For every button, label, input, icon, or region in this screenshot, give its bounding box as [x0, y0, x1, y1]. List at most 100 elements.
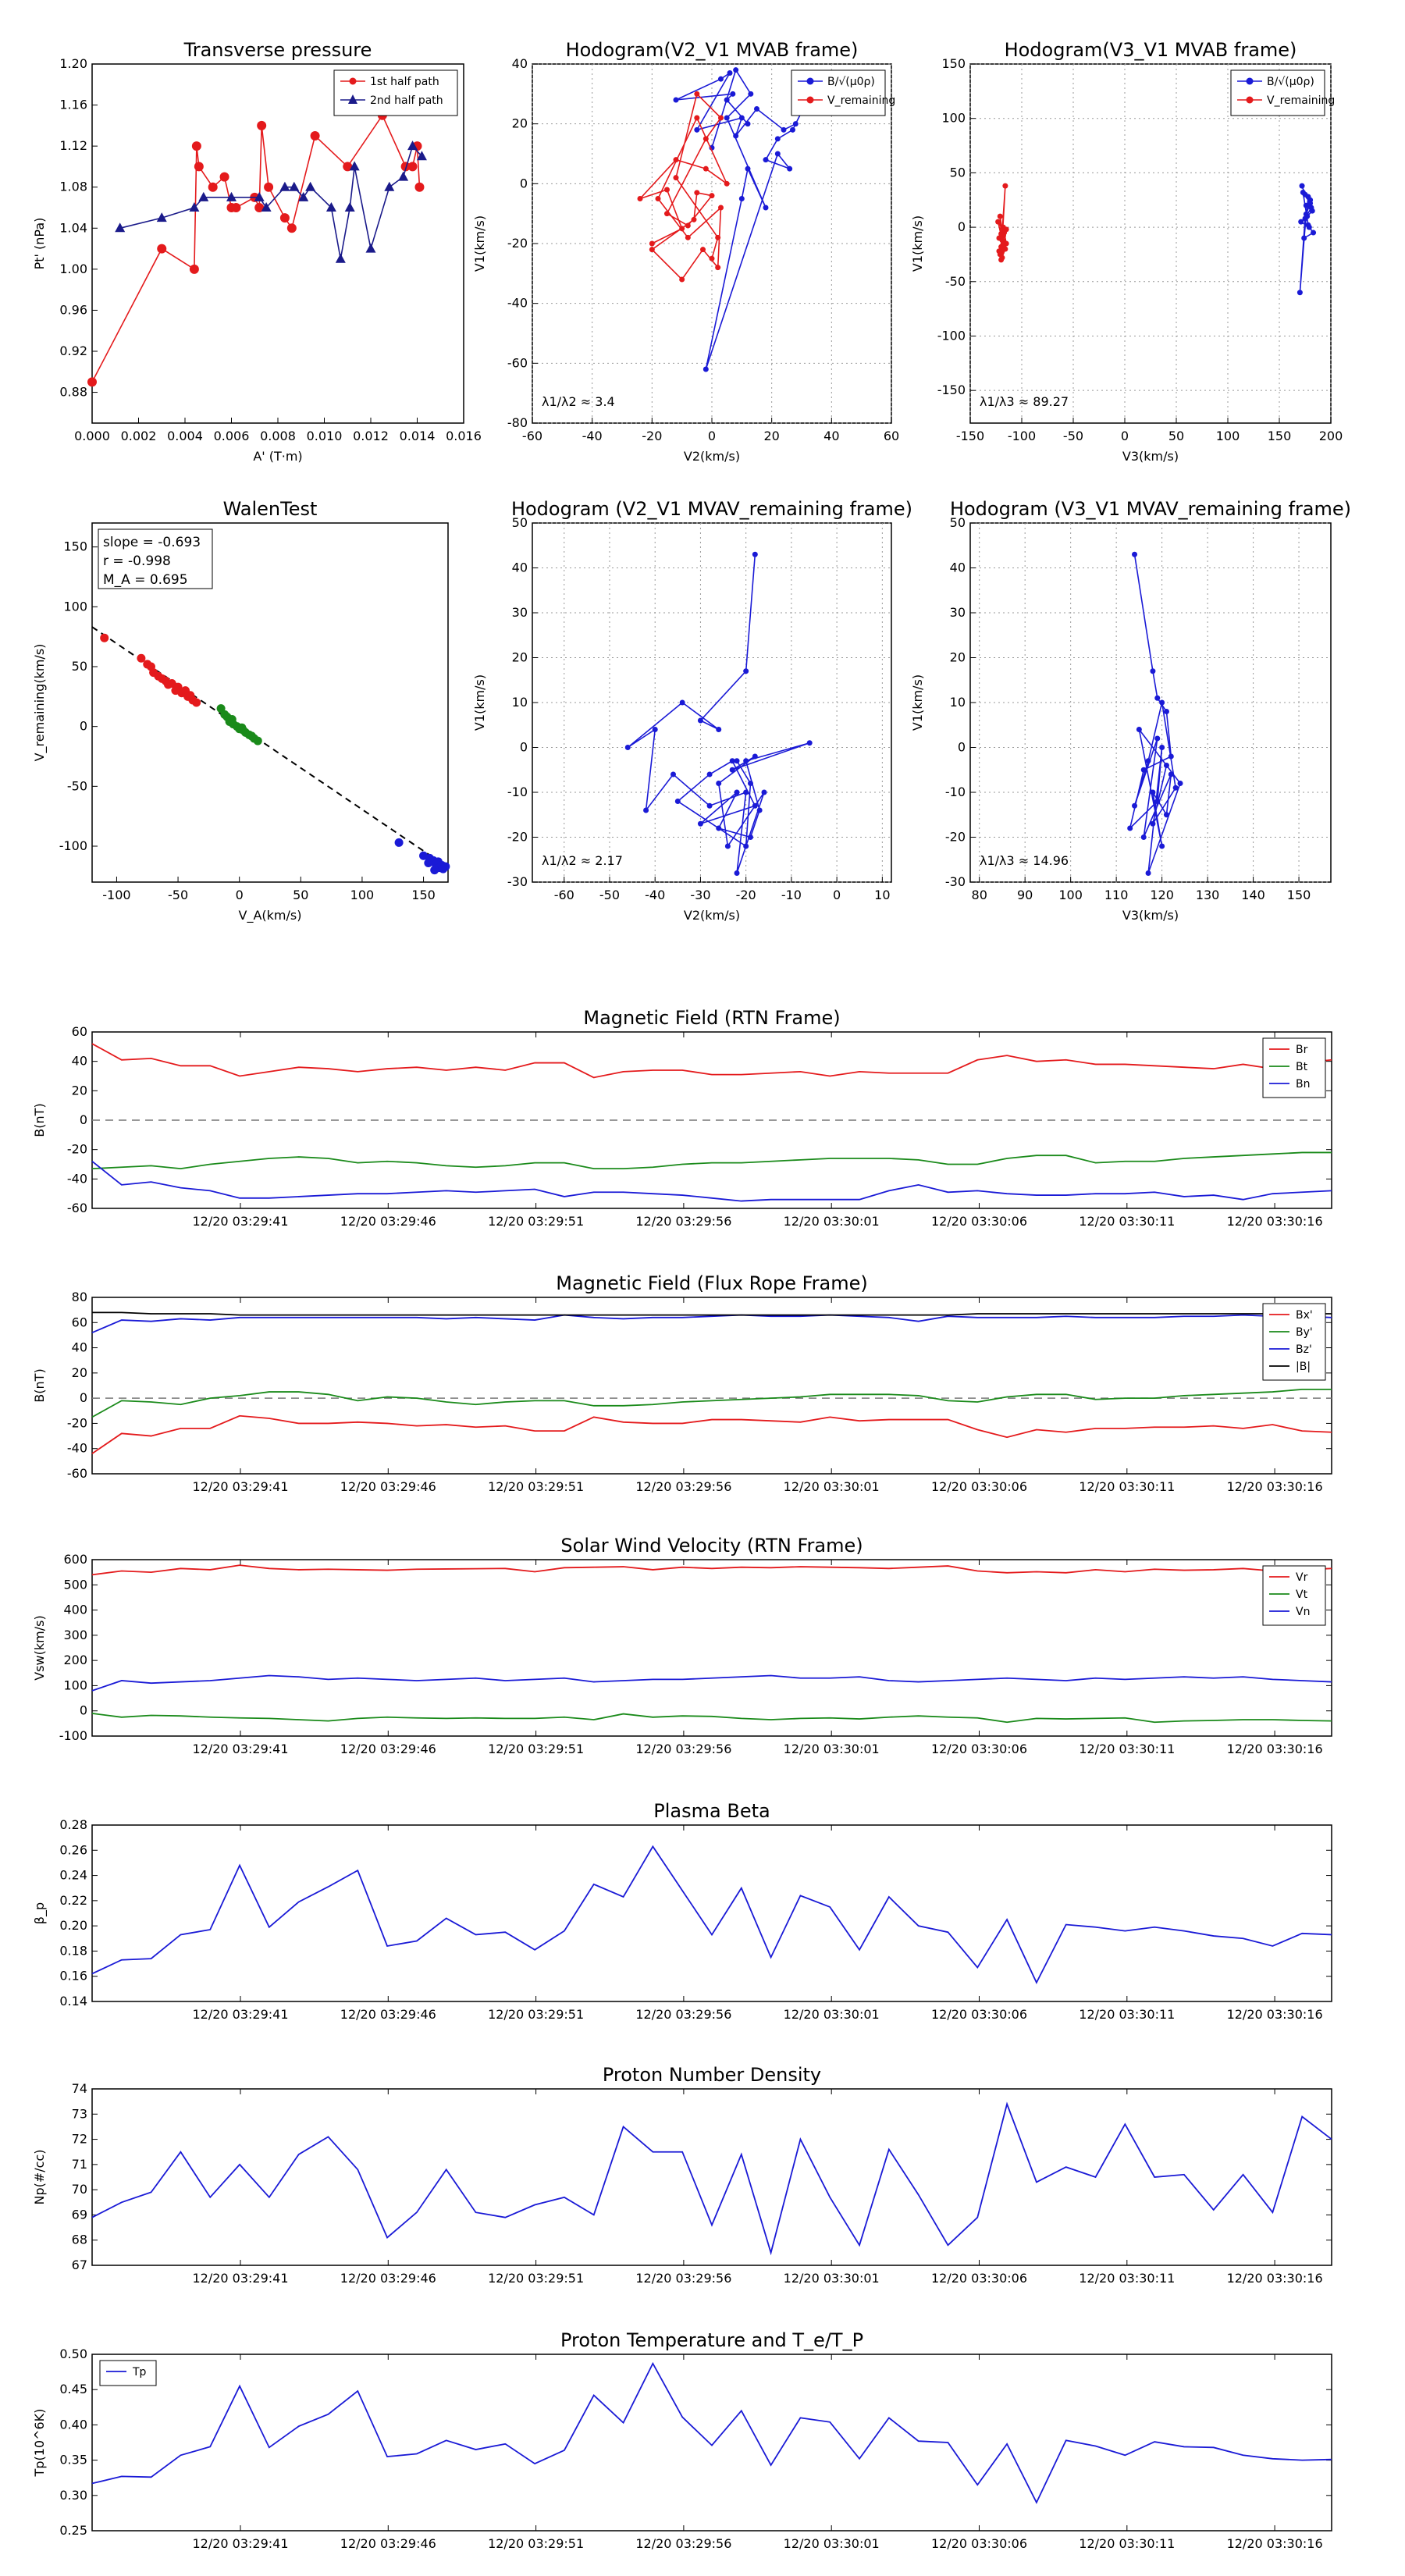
legend-label: 2nd half path — [370, 94, 443, 107]
y-tick-label: 50 — [950, 515, 966, 530]
data-point — [1140, 834, 1147, 840]
y-axis-label: V_remaining(km/s) — [32, 644, 48, 762]
data-point — [706, 802, 713, 809]
data-point — [192, 698, 201, 707]
legend-box — [791, 69, 886, 116]
data-point — [400, 162, 411, 172]
data-point — [1299, 183, 1305, 189]
y-tick-label: 100 — [63, 1678, 87, 1692]
data-point — [724, 97, 730, 103]
data-point — [697, 717, 703, 724]
y-tick-label: 0.16 — [59, 1969, 87, 1984]
y-tick-label: 0.30 — [59, 2488, 87, 2503]
y-tick-label: 40 — [512, 56, 528, 71]
data-point — [424, 858, 433, 867]
legend-box — [1230, 69, 1325, 116]
legend-box — [1262, 1303, 1326, 1381]
x-tick-label: 12/20 03:29:56 — [635, 2536, 731, 2551]
legend-label: Vr — [1296, 1571, 1308, 1584]
data-point — [1163, 763, 1169, 768]
x-tick-label: 12/20 03:29:46 — [340, 1214, 436, 1229]
data-point — [1154, 799, 1161, 804]
data-point — [716, 781, 722, 786]
y-axis-label: Pt' (nPa) — [32, 218, 47, 270]
x-tick-label: -20 — [736, 888, 756, 902]
x-axis-label: V2(km/s) — [684, 449, 740, 464]
stats-text: M_A = 0.695 — [103, 572, 188, 588]
x-tick-label: 0.004 — [167, 429, 203, 443]
data-point — [998, 230, 1005, 237]
y-axis-label: Tp(10^6K) — [32, 2409, 47, 2478]
legend-label: B/√(μ0ρ) — [827, 76, 875, 88]
x-tick-label: 40 — [823, 429, 839, 443]
data-point — [727, 70, 733, 76]
y-tick-label: -20 — [507, 236, 528, 251]
plot-frame — [969, 63, 1332, 424]
chart-title: Hodogram(V3_V1 MVAB frame) — [1005, 39, 1297, 61]
data-point — [344, 202, 355, 212]
legend-box — [99, 2360, 157, 2386]
x-tick-label: 0 — [833, 888, 841, 902]
data-point — [729, 758, 735, 764]
data-point — [254, 203, 265, 212]
y-tick-label: 150 — [941, 56, 966, 71]
x-tick-label: 140 — [1241, 888, 1265, 902]
y-tick-label: 0 — [958, 740, 966, 755]
legend-label: V_remaining — [827, 94, 895, 107]
annotation: λ1/λ3 ≈ 14.96 — [980, 853, 1069, 868]
data-point — [310, 131, 320, 141]
data-point — [694, 115, 700, 121]
data-point — [227, 714, 237, 724]
chart-t3: Solar Wind Velocity (RTN Frame) -100 0 100 2… — [32, 1535, 1332, 1756]
series-line-Bz- — [91, 1314, 1332, 1334]
x-axis-label: V3(km/s) — [1122, 908, 1179, 923]
x-tick-label: -50 — [599, 888, 620, 902]
data-point — [1303, 202, 1309, 208]
x-axis-label: A' (T·m) — [253, 449, 302, 464]
x-tick-label: 12/20 03:30:06 — [931, 1214, 1027, 1229]
y-tick-label: -20 — [67, 1142, 87, 1157]
data-point — [1159, 699, 1165, 706]
y-tick-label: 20 — [512, 650, 528, 665]
legend-marker — [349, 77, 357, 85]
data-point — [747, 834, 753, 840]
data-point — [407, 162, 418, 172]
data-point — [198, 191, 209, 201]
data-point — [1001, 241, 1008, 247]
plot-frame — [91, 1559, 1332, 1737]
y-tick-label: 400 — [63, 1603, 87, 1617]
chart-p1: Transverse pressure 0.000 0.002 0.004 0.006 0… — [32, 39, 482, 464]
data-point — [637, 196, 643, 201]
data-point — [738, 115, 745, 121]
x-tick-label: 12/20 03:30:11 — [1079, 2536, 1175, 2551]
data-point — [414, 182, 425, 192]
x-tick-label: 150 — [1287, 888, 1311, 902]
data-point — [1127, 825, 1133, 831]
data-point — [237, 723, 247, 732]
data-point — [1136, 727, 1142, 732]
x-tick-label: 12/20 03:29:41 — [192, 2271, 288, 2286]
y-tick-label: 1.00 — [59, 262, 87, 276]
x-tick-label: -40 — [645, 888, 665, 902]
y-tick-label: 60 — [72, 1024, 87, 1039]
legend-label: Bt — [1296, 1061, 1308, 1073]
legend-marker — [1246, 77, 1254, 85]
chart-title: Proton Number Density — [603, 2064, 821, 2086]
legend-label: Br — [1296, 1044, 1308, 1056]
data-point — [716, 825, 722, 831]
data-point — [1307, 200, 1314, 206]
legend-box — [1262, 1037, 1326, 1098]
data-point — [643, 807, 649, 813]
data-point — [691, 216, 697, 222]
data-point — [349, 161, 360, 171]
x-tick-label: 12/20 03:29:56 — [635, 2271, 731, 2286]
data-point — [398, 171, 409, 181]
y-tick-label: 80 — [72, 1290, 87, 1304]
y-tick-label: 0.25 — [59, 2523, 87, 2538]
y-tick-label: 10 — [512, 695, 528, 710]
data-point — [761, 789, 767, 795]
data-point — [191, 141, 201, 151]
data-point — [1168, 753, 1174, 760]
series-line-Vr — [91, 1564, 1332, 1576]
